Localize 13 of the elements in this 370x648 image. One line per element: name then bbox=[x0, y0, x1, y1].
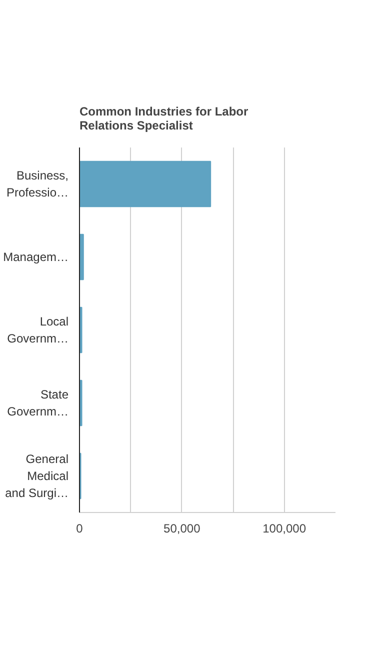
bar bbox=[80, 160, 212, 208]
y-tick-label: Managem… bbox=[3, 250, 69, 264]
x-tick-label: 0 bbox=[76, 522, 84, 536]
y-tick-label: Local Governm… bbox=[7, 314, 69, 346]
chart-title: Common Industries for Labor Relations Specialist bbox=[80, 104, 249, 132]
y-tick-label: State Governm… bbox=[7, 388, 69, 418]
y-tick-label: Business, Professio… bbox=[6, 168, 69, 200]
y-tick-label: General Medical and Surgi… bbox=[5, 452, 69, 500]
bar bbox=[80, 234, 84, 280]
x-tick-label: 50,000 bbox=[164, 522, 201, 536]
bar bbox=[80, 306, 82, 354]
x-tick-label: 100,000 bbox=[262, 522, 306, 536]
bar bbox=[80, 380, 82, 426]
